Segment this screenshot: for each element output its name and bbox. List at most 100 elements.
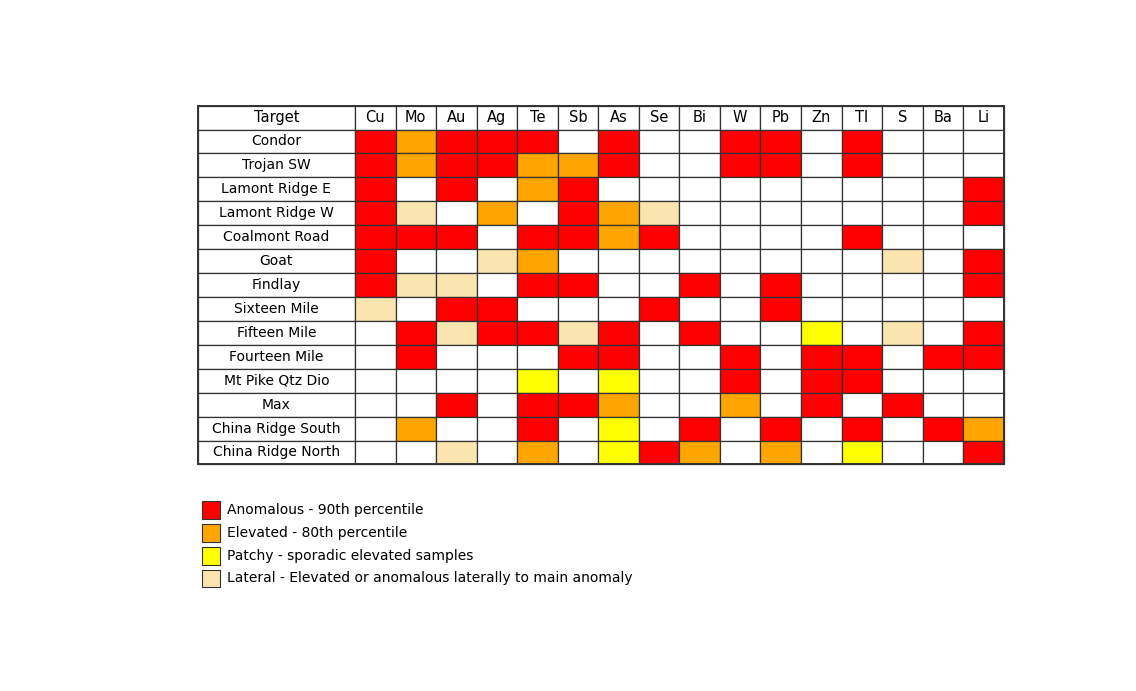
Bar [760,441,801,464]
Bar [638,321,679,345]
Text: Sb: Sb [569,111,587,125]
Bar [558,345,599,369]
Bar [599,392,638,417]
Bar [198,225,354,249]
Bar [638,249,679,273]
Bar [517,417,558,441]
Bar [599,249,638,273]
Bar [963,441,1004,464]
Bar [883,369,922,392]
Bar [720,369,760,392]
Bar [395,441,436,464]
Bar [198,201,354,225]
Bar [638,106,679,129]
Bar [883,441,922,464]
Bar [760,178,801,201]
Bar [558,106,599,129]
Bar [395,369,436,392]
Bar [963,106,1004,129]
Bar [883,129,922,153]
Bar [198,178,354,201]
Bar [517,225,558,249]
Bar [922,249,963,273]
Bar [922,297,963,321]
Bar [599,321,638,345]
Bar [477,225,517,249]
Bar [436,321,477,345]
Bar [720,249,760,273]
Bar [842,441,883,464]
Bar [517,297,558,321]
Bar [638,369,679,392]
Bar [436,369,477,392]
Bar [395,225,436,249]
Bar [202,502,219,519]
Bar [760,369,801,392]
Bar [395,273,436,297]
Bar [842,153,883,178]
Bar [760,345,801,369]
Bar [720,225,760,249]
Bar [922,225,963,249]
Bar [198,321,354,345]
Text: As: As [610,111,627,125]
Bar [477,178,517,201]
Bar [922,178,963,201]
Bar [760,106,801,129]
Bar [760,129,801,153]
Bar [883,297,922,321]
Bar [801,345,842,369]
Bar [517,321,558,345]
Bar [477,417,517,441]
Text: S: S [897,111,908,125]
Bar [922,129,963,153]
Text: Se: Se [650,111,668,125]
Bar [517,392,558,417]
Bar [801,441,842,464]
Text: Li: Li [977,111,989,125]
Bar [801,321,842,345]
Bar [801,297,842,321]
Bar [395,153,436,178]
Bar [436,273,477,297]
Bar [436,129,477,153]
Bar [477,201,517,225]
Bar [963,297,1004,321]
Text: Lamont Ridge W: Lamont Ridge W [219,206,334,220]
Bar [842,225,883,249]
Bar [198,106,354,129]
Bar [883,249,922,273]
Bar [760,273,801,297]
Bar [720,297,760,321]
Bar [599,297,638,321]
Bar [760,201,801,225]
Bar [679,345,720,369]
Text: China Ridge South: China Ridge South [212,422,341,435]
Bar [720,273,760,297]
Bar [395,321,436,345]
Bar [477,249,517,273]
Bar [477,273,517,297]
Bar [599,201,638,225]
Bar [395,129,436,153]
Bar [720,392,760,417]
Bar [842,249,883,273]
Bar [638,297,679,321]
Bar [760,249,801,273]
Bar [679,178,720,201]
Text: Ag: Ag [487,111,507,125]
Text: Pb: Pb [771,111,790,125]
Bar [202,547,219,565]
Bar [801,392,842,417]
Bar [679,417,720,441]
Bar [638,441,679,464]
Bar [842,392,883,417]
Bar [638,273,679,297]
Bar [599,106,638,129]
Text: Bi: Bi [693,111,707,125]
Bar [517,178,558,201]
Bar [354,225,395,249]
Bar [801,249,842,273]
Bar [599,153,638,178]
Text: Sixteen Mile: Sixteen Mile [234,302,319,316]
